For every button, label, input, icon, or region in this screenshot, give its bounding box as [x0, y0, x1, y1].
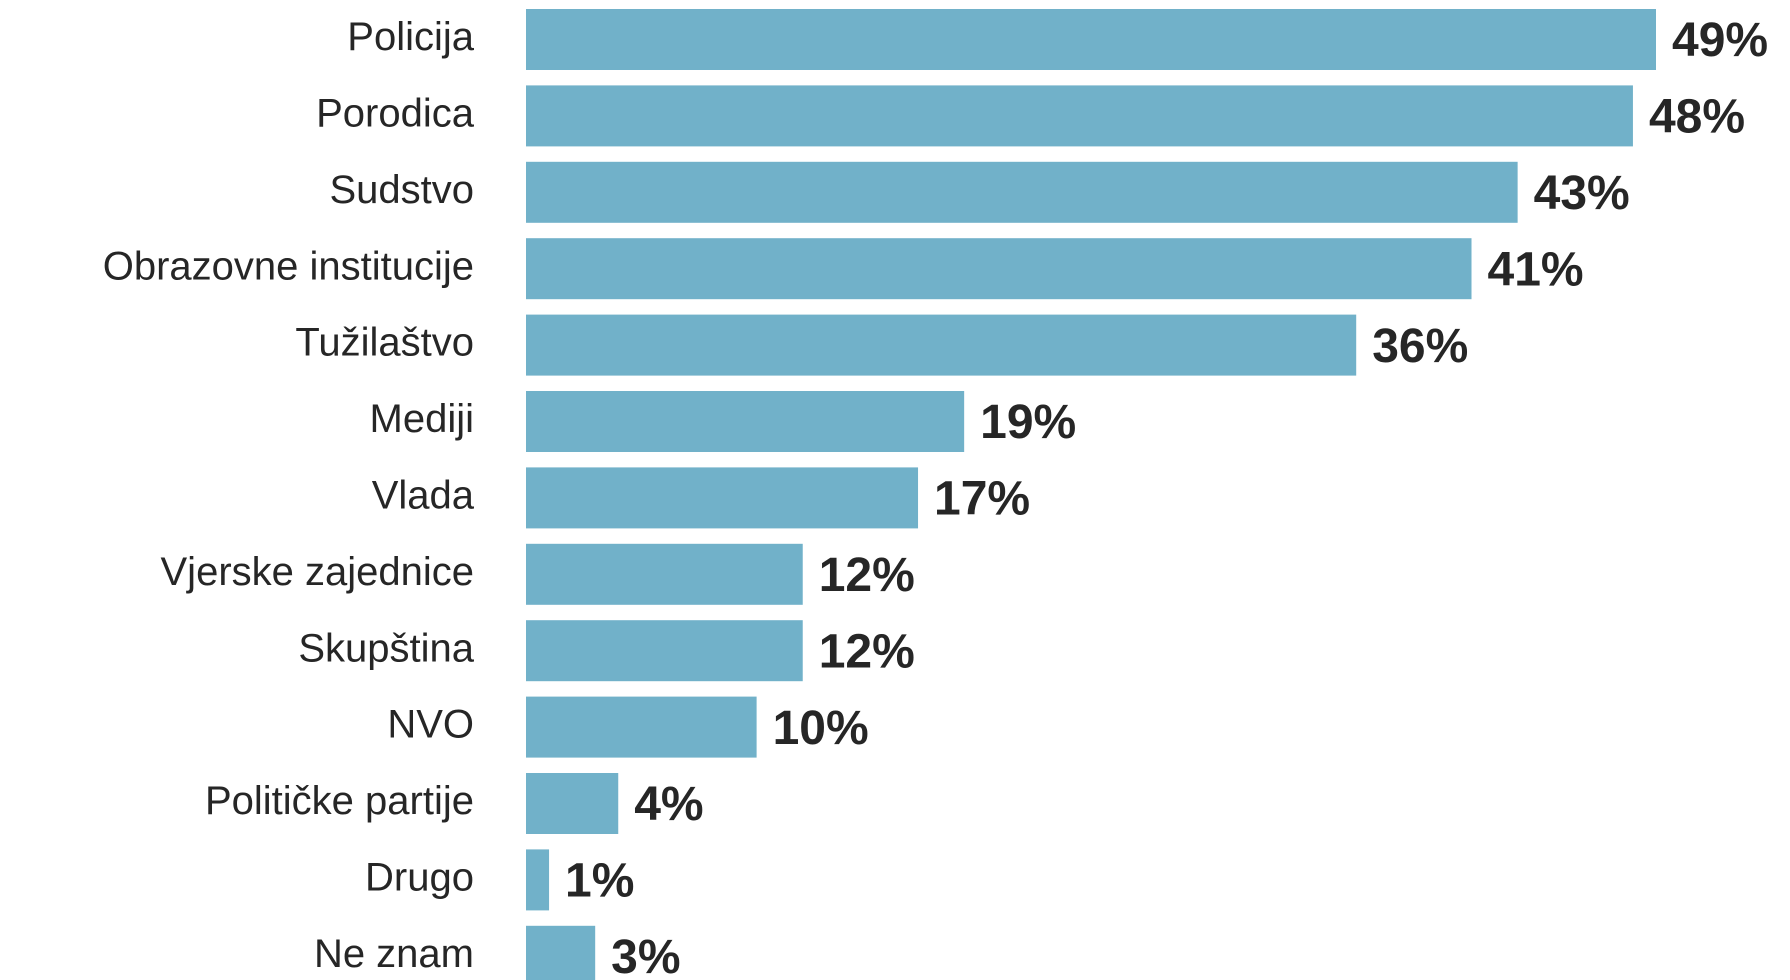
category-label: Vjerske zajednice — [161, 550, 475, 594]
category-label: Sudstvo — [329, 168, 474, 212]
value-label: 3% — [611, 931, 680, 980]
category-label: Skupština — [298, 626, 474, 670]
bar — [526, 238, 1472, 300]
value-label: 17% — [934, 473, 1030, 526]
category-label: Porodica — [316, 91, 475, 135]
category-label: Ne znam — [314, 932, 474, 976]
value-label: 41% — [1488, 243, 1584, 296]
bar — [526, 620, 803, 682]
category-label: Vlada — [372, 473, 475, 517]
bar — [526, 925, 596, 980]
value-label: 36% — [1372, 320, 1468, 373]
value-label: 10% — [773, 702, 869, 755]
bar — [526, 849, 550, 911]
category-label: Policija — [347, 15, 474, 59]
bar — [526, 85, 1633, 147]
bar — [526, 773, 619, 834]
bar — [526, 696, 757, 758]
category-label: Obrazovne institucije — [103, 244, 474, 288]
value-label: 4% — [634, 778, 703, 831]
value-label: 12% — [819, 625, 915, 678]
category-label: NVO — [387, 703, 474, 747]
category-label: Političke partije — [205, 779, 474, 823]
value-label: 1% — [565, 855, 634, 908]
value-label: 49% — [1672, 14, 1768, 67]
value-label: 48% — [1649, 91, 1745, 144]
bar — [526, 391, 965, 452]
value-label: 43% — [1534, 167, 1630, 220]
value-label: 19% — [980, 396, 1076, 449]
bar — [526, 467, 919, 529]
category-label: Drugo — [365, 855, 474, 899]
bar — [526, 161, 1518, 223]
value-label: 12% — [819, 549, 915, 602]
category-label: Tužilaštvo — [295, 321, 474, 365]
bar — [526, 543, 803, 605]
bar — [526, 314, 1357, 376]
bar — [526, 9, 1656, 70]
category-label: Mediji — [370, 397, 474, 441]
